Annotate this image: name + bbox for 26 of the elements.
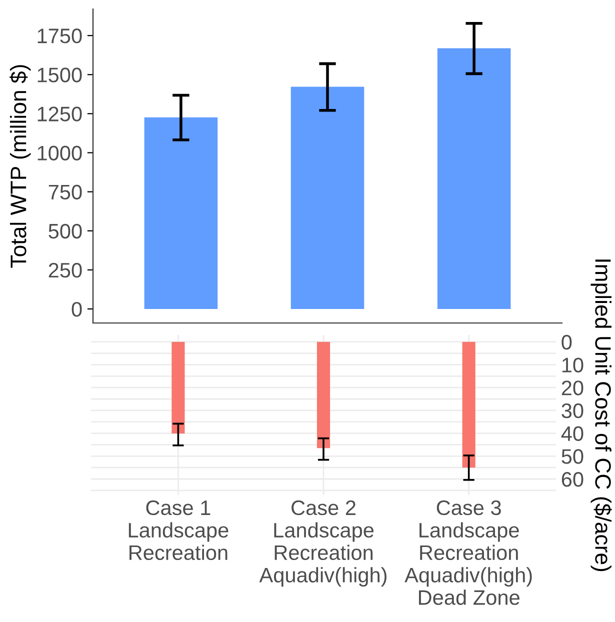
y-tick-label: 750 bbox=[48, 184, 82, 200]
y-tick-label: 20 bbox=[562, 380, 584, 396]
y-axis-title: Implied Unit Cost of CC ($/acre) bbox=[590, 260, 612, 572]
bar bbox=[437, 48, 511, 309]
y-tick-label: 60 bbox=[562, 472, 584, 487]
bar bbox=[144, 117, 218, 309]
y-tick-label: 30 bbox=[562, 403, 584, 418]
x-tick-label: Case 3 Landscape Recreation Aquadiv(high) Dead Zone bbox=[404, 500, 532, 605]
y-tick-label: 1500 bbox=[38, 68, 82, 82]
x-tick-label: Case 2 Landscape Recreation Aquadiv(high) bbox=[259, 500, 386, 587]
bar bbox=[462, 342, 476, 468]
bar bbox=[290, 86, 364, 309]
y-tick-label: 10 bbox=[562, 358, 584, 372]
y-axis-title: Total WTP (million $) bbox=[10, 65, 31, 268]
y-tick-label: 500 bbox=[48, 224, 82, 239]
x-tick-label: Case 1 Landscape Recreation bbox=[128, 500, 228, 560]
y-tick-label: 0 bbox=[562, 334, 572, 350]
y-tick-label: 1250 bbox=[38, 106, 82, 122]
y-tick-label: 0 bbox=[72, 302, 82, 317]
y-tick-label: 50 bbox=[562, 449, 584, 464]
bar bbox=[316, 342, 330, 448]
y-tick-label: 40 bbox=[561, 426, 584, 442]
y-tick-label: 1000 bbox=[38, 146, 82, 160]
y-tick-label: 250 bbox=[48, 262, 82, 278]
bar bbox=[172, 342, 185, 434]
y-tick-label: 1750 bbox=[38, 28, 82, 44]
